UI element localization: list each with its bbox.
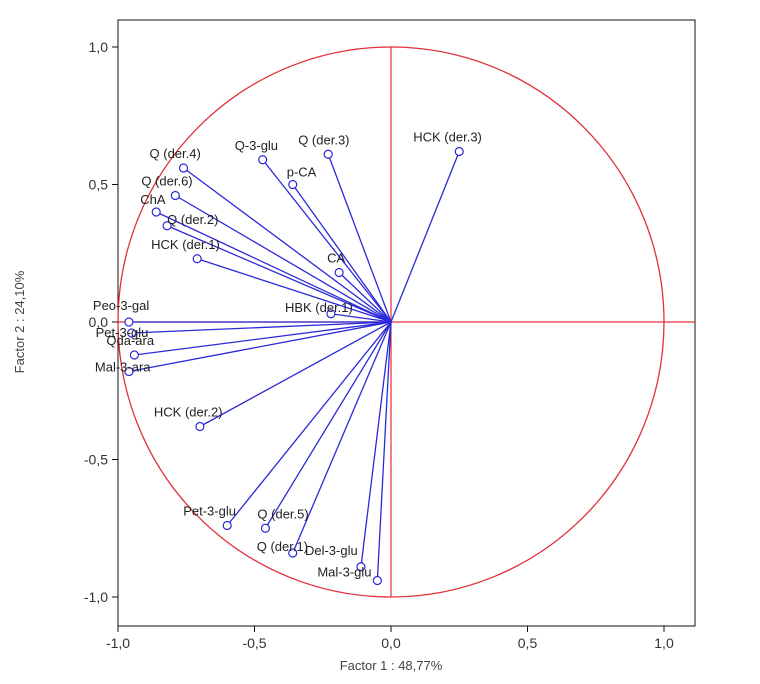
y-tick-label: -0,5 [84, 452, 108, 468]
y-axis-title: Factor 2 : 24,10% [12, 270, 27, 373]
point-marker [162, 221, 172, 231]
x-tick-label: -0,5 [242, 635, 266, 651]
point-label: CA [327, 251, 345, 266]
point-marker [372, 575, 382, 586]
point-markers [124, 146, 464, 586]
point-label: Qda-ara [106, 333, 154, 348]
point-label: HCK (der.2) [154, 405, 223, 420]
y-tick-label: 0,0 [89, 314, 109, 330]
loading-vector [330, 313, 392, 323]
loading-vectors [128, 151, 460, 581]
point-label: p-CA [287, 165, 317, 180]
point-marker [288, 179, 298, 190]
point-marker [334, 267, 344, 278]
point-marker [454, 146, 464, 157]
point-label: Q (der.6) [141, 174, 192, 189]
loading-vector [175, 194, 392, 323]
point-marker [192, 254, 202, 264]
loading-vector [264, 321, 392, 529]
x-tick-label: -1,0 [106, 635, 130, 651]
loading-vector [196, 258, 392, 323]
loading-vector [376, 321, 392, 581]
point-label: ChA [140, 192, 166, 207]
point-label: HBK (der.1) [285, 300, 353, 315]
loading-vector [128, 321, 392, 373]
point-label: Peo-3-gal [93, 298, 149, 313]
point-marker [326, 309, 336, 319]
loading-vector [134, 321, 392, 356]
point-marker [222, 520, 232, 531]
x-axis-ticks: -1,0 -0,5 0,0 0,5 1,0 [106, 626, 674, 651]
point-marker [178, 163, 189, 173]
point-marker [124, 317, 134, 327]
point-label: Pet-3-glu [96, 325, 149, 340]
loading-vector [166, 225, 392, 323]
loading-vector [155, 211, 392, 323]
y-axis-ticks: 1,0 0,5 0,0 -0,5 -1,0 [84, 39, 118, 605]
loading-vector [199, 321, 392, 428]
point-marker [260, 523, 271, 533]
loading-vector [262, 159, 392, 323]
loading-vector [226, 321, 392, 526]
point-marker [124, 366, 134, 377]
loading-vector [292, 321, 392, 554]
loading-vector [360, 321, 392, 567]
point-label: Q (der.4) [150, 146, 201, 161]
point-marker [258, 155, 268, 165]
point-marker [323, 149, 333, 159]
point-marker [127, 328, 137, 338]
point-label: Mal-3-glu [317, 565, 371, 580]
point-marker [195, 421, 205, 432]
point-marker [151, 207, 161, 217]
loading-vector [338, 272, 392, 323]
point-labels: HCK (der.3) Q (der.3) Q-3-glu p-CA Q (der.4)… [93, 130, 482, 580]
x-tick-label: 0,0 [381, 635, 401, 651]
loading-vector [327, 154, 392, 323]
point-label: HCK (der.3) [413, 130, 482, 145]
point-label: Q (der.5) [257, 506, 308, 521]
x-tick-label: 0,5 [518, 635, 538, 651]
plot-area [117, 19, 696, 627]
point-marker [356, 562, 366, 572]
point-label: Q (der.1) [257, 539, 308, 554]
point-marker [170, 190, 180, 201]
point-marker [288, 548, 298, 558]
point-label: Q (der.2) [167, 212, 218, 227]
point-label: HCK (der.1) [151, 237, 220, 252]
x-axis-title: Factor 1 : 48,77% [340, 658, 443, 673]
point-label: Del-3-glu [305, 543, 358, 558]
y-tick-label: 0,5 [89, 177, 109, 193]
loading-vector [390, 151, 460, 323]
point-label: Q (der.3) [298, 132, 349, 147]
point-label: Q-3-glu [235, 138, 278, 153]
y-tick-label: -1,0 [84, 589, 108, 605]
point-label: Mal-3-ara [95, 360, 151, 375]
point-marker [129, 350, 139, 360]
loading-vector [183, 167, 392, 323]
y-tick-label: 1,0 [89, 39, 109, 55]
point-label: Pet-3-glu [183, 504, 236, 519]
x-tick-label: 1,0 [654, 635, 674, 651]
loading-vector [292, 184, 392, 323]
loading-vector [131, 321, 392, 334]
